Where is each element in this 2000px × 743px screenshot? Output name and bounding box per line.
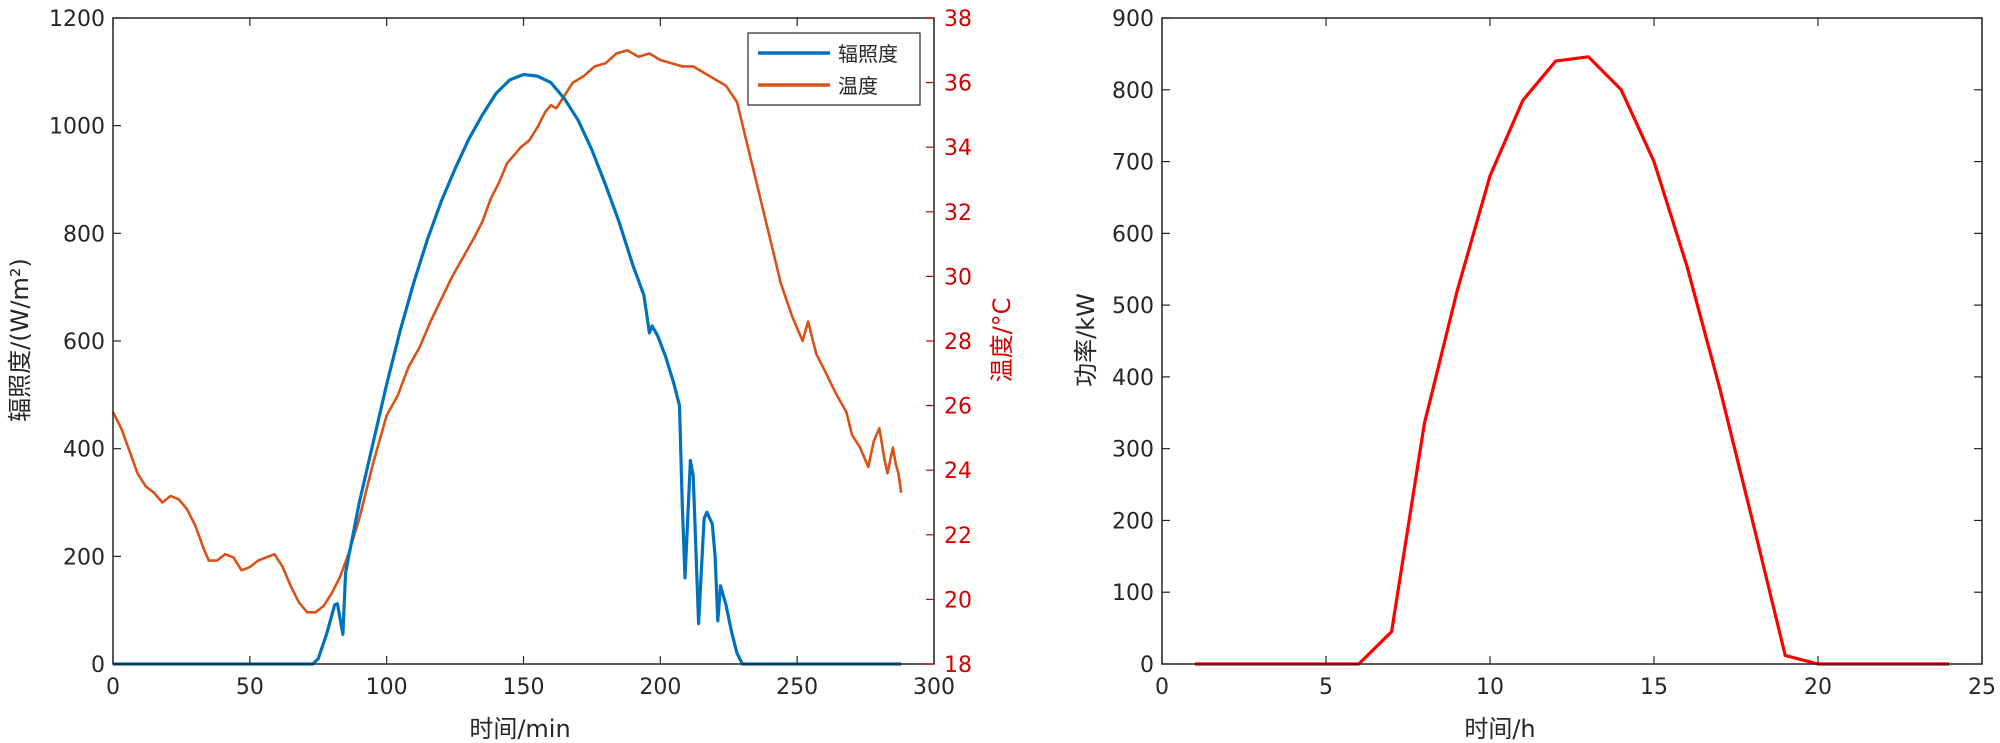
left-y-tick-label: 600 <box>63 330 105 355</box>
chart2-y-axis-label: 功率/kW <box>1072 293 1100 387</box>
temperature-line <box>111 49 903 614</box>
irradiance-line <box>113 72 902 666</box>
right-y-tick-label: 18 <box>944 653 972 678</box>
x-tick-label: 300 <box>913 675 955 700</box>
x-tick-label: 250 <box>776 675 818 700</box>
power-line <box>1194 55 1950 666</box>
chart2-x-axis-label: 时间/h <box>1464 715 1535 743</box>
right-y-tick-label: 24 <box>944 459 972 484</box>
x-tick-label: 200 <box>639 675 681 700</box>
legend-irradiance-label: 辐照度 <box>838 42 898 66</box>
y-tick-label: 0 <box>1140 653 1154 678</box>
left-y-tick-label: 1000 <box>49 115 105 140</box>
right-y-tick-label: 20 <box>944 588 972 613</box>
chart1-left-y-ticks: 0 200 400 600 800 1000 1200 <box>49 7 121 678</box>
right-y-tick-label: 22 <box>944 524 972 549</box>
chart2-y-ticks: 0 100 200 300 400 500 600 700 800 900 <box>1112 7 1982 678</box>
left-y-tick-label: 0 <box>91 653 105 678</box>
chart1-left-y-axis-label: 辐照度/(W/m²) <box>6 258 34 422</box>
irradiance-temperature-chart: 0 50 100 150 200 250 300 0 200 400 600 800 1000 1200… <box>6 7 1016 743</box>
right-y-tick-label: 32 <box>944 201 972 226</box>
y-tick-label: 600 <box>1112 222 1154 247</box>
y-tick-label: 200 <box>1112 509 1154 534</box>
legend-temperature-label: 温度 <box>838 74 878 98</box>
y-tick-label: 400 <box>1112 366 1154 391</box>
chart1-x-ticks: 0 50 100 150 200 250 300 <box>106 18 955 700</box>
chart2-x-ticks: 0 5 10 15 20 25 <box>1155 18 1996 700</box>
x-tick-label: 50 <box>236 675 264 700</box>
irradiance-series <box>113 72 902 666</box>
right-y-tick-label: 36 <box>944 72 972 97</box>
x-tick-label: 10 <box>1476 675 1504 700</box>
y-tick-label: 100 <box>1112 581 1154 606</box>
right-y-tick-label: 34 <box>944 136 972 161</box>
temperature-series <box>111 49 903 614</box>
x-tick-label: 100 <box>366 675 408 700</box>
x-tick-label: 25 <box>1968 675 1996 700</box>
left-y-tick-label: 1200 <box>49 7 105 32</box>
chart1-right-y-axis-label: 温度/°C <box>988 298 1016 383</box>
chart1-x-axis-label: 时间/min <box>469 715 570 743</box>
x-tick-label: 15 <box>1640 675 1668 700</box>
right-y-tick-label: 38 <box>944 7 972 32</box>
y-tick-label: 900 <box>1112 7 1154 32</box>
x-tick-label: 5 <box>1319 675 1333 700</box>
x-tick-label: 0 <box>1155 675 1169 700</box>
chart1-legend: 辐照度 温度 <box>747 32 921 106</box>
y-tick-label: 700 <box>1112 151 1154 176</box>
left-y-tick-label: 400 <box>63 438 105 463</box>
legend-box <box>747 32 921 106</box>
y-tick-label: 800 <box>1112 79 1154 104</box>
right-y-tick-label: 30 <box>944 265 972 290</box>
right-y-tick-label: 28 <box>944 330 972 355</box>
y-tick-label: 500 <box>1112 294 1154 319</box>
chart1-right-y-ticks: 18 20 22 24 26 28 30 32 34 36 38 <box>926 7 972 678</box>
right-y-tick-label: 26 <box>944 395 972 420</box>
x-tick-label: 20 <box>1804 675 1832 700</box>
chart2-plot-frame <box>1161 17 1983 665</box>
x-tick-label: 0 <box>106 675 120 700</box>
x-tick-label: 150 <box>503 675 545 700</box>
power-chart: 0 5 10 15 20 25 0100200300400500600700800900 … <box>1072 7 1996 743</box>
y-tick-label: 300 <box>1112 438 1154 463</box>
left-y-tick-label: 800 <box>63 222 105 247</box>
power-series <box>1194 55 1950 666</box>
chart1-plot-frame <box>112 17 935 665</box>
left-y-tick-label: 200 <box>63 545 105 570</box>
